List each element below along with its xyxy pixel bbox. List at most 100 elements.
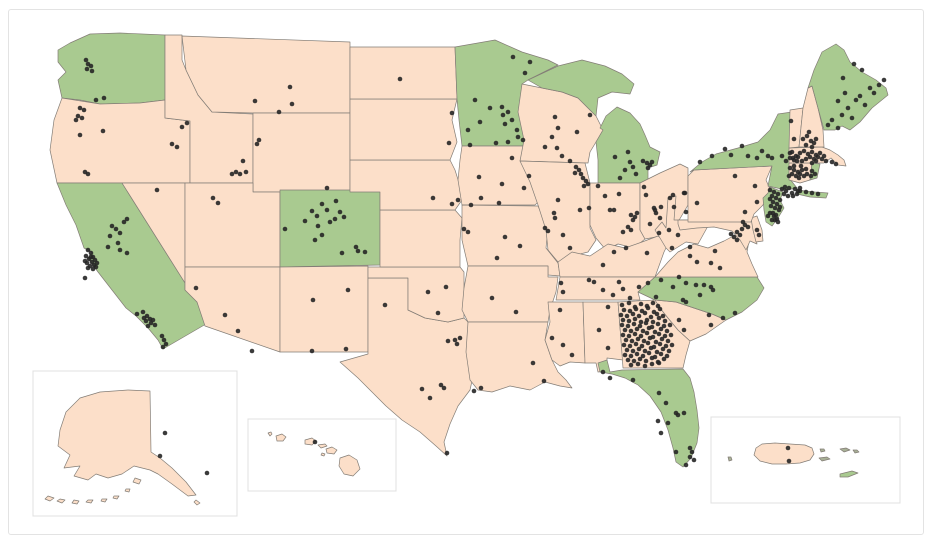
location-dot <box>557 307 563 313</box>
location-dot <box>754 227 760 233</box>
location-dot <box>709 153 715 159</box>
location-dot <box>632 316 638 322</box>
location-dot <box>560 232 566 238</box>
location-dot <box>616 191 622 197</box>
location-dot <box>468 202 474 208</box>
location-dot <box>627 295 633 301</box>
location-dot <box>302 218 308 224</box>
location-dot <box>632 331 638 337</box>
location-dot <box>174 144 180 150</box>
state-KS[interactable] <box>379 209 463 268</box>
state-PA[interactable] <box>687 165 773 223</box>
state-MS[interactable] <box>544 301 586 367</box>
location-dot <box>687 445 693 451</box>
location-dot <box>634 210 640 216</box>
location-dot <box>605 345 611 351</box>
location-dot <box>664 353 670 359</box>
location-dot <box>656 331 662 337</box>
location-dot <box>77 132 83 138</box>
state-WY[interactable] <box>252 112 351 193</box>
state-WA[interactable] <box>57 32 166 105</box>
state-TN[interactable] <box>555 276 656 301</box>
state-AK[interactable] <box>44 389 201 506</box>
location-dot <box>145 323 151 329</box>
location-dot <box>559 153 565 159</box>
location-dot <box>83 57 89 63</box>
location-dot <box>653 294 659 300</box>
location-dot <box>785 445 791 451</box>
location-dot <box>324 207 330 213</box>
location-dot <box>441 385 447 391</box>
state-ME[interactable] <box>807 43 889 131</box>
location-dot <box>656 230 662 236</box>
state-MI-UP[interactable] <box>527 59 635 117</box>
location-dot <box>731 234 737 240</box>
state-SD[interactable] <box>349 98 458 161</box>
location-dot <box>620 332 626 338</box>
location-dot <box>881 77 887 83</box>
location-dot <box>249 348 255 354</box>
state-ND[interactable] <box>349 46 458 100</box>
location-dot <box>662 333 668 339</box>
location-dot <box>728 152 734 158</box>
location-dot <box>345 287 351 293</box>
state-CO[interactable] <box>279 189 381 268</box>
location-dot <box>765 213 771 219</box>
location-dot <box>807 154 813 160</box>
state-PR-ISLETS[interactable] <box>727 447 860 462</box>
location-dot <box>812 171 818 177</box>
state-UT[interactable] <box>184 182 281 268</box>
state-MI[interactable] <box>595 106 661 184</box>
location-dot <box>184 120 190 126</box>
location-dot <box>777 197 783 203</box>
location-dot <box>619 322 625 328</box>
state-AZ[interactable] <box>184 266 281 353</box>
location-dot <box>675 232 681 238</box>
location-dot <box>845 105 851 111</box>
location-dot <box>693 282 699 288</box>
location-dot <box>229 171 235 177</box>
location-dot <box>631 321 637 327</box>
location-dot <box>289 101 295 107</box>
state-AR[interactable] <box>461 265 559 323</box>
state-OK[interactable] <box>367 266 465 323</box>
location-dot <box>141 315 147 321</box>
location-dot <box>675 412 681 418</box>
location-dot <box>754 155 760 161</box>
location-dot <box>552 215 558 221</box>
location-dot <box>527 59 533 65</box>
location-dot <box>88 254 94 260</box>
location-dot <box>620 286 626 292</box>
state-PR[interactable] <box>753 442 815 465</box>
location-dot <box>520 137 526 143</box>
state-MT[interactable] <box>181 35 351 114</box>
location-dot <box>81 107 87 113</box>
location-dot <box>829 117 835 123</box>
state-ID[interactable] <box>164 34 254 184</box>
location-dot <box>813 158 819 164</box>
location-dot <box>641 338 647 344</box>
state-VA[interactable] <box>654 232 759 278</box>
location-dot <box>634 326 640 332</box>
location-dot <box>314 213 320 219</box>
location-dot <box>659 336 665 342</box>
state-NM[interactable] <box>279 265 369 353</box>
location-dot <box>319 232 325 238</box>
state-STX[interactable] <box>839 470 859 478</box>
location-dot <box>555 125 561 131</box>
location-dot <box>817 150 823 156</box>
location-dot <box>204 470 210 476</box>
location-dot <box>742 209 748 215</box>
location-dot <box>560 342 566 348</box>
location-dot <box>500 112 506 118</box>
location-dot <box>587 112 593 118</box>
states-layer <box>44 32 889 506</box>
location-dot <box>777 204 783 210</box>
location-dot <box>660 346 666 352</box>
location-dot <box>572 170 578 176</box>
location-dot <box>630 164 636 170</box>
location-dot <box>734 237 740 243</box>
location-dot <box>656 390 662 396</box>
state-FL[interactable] <box>597 359 700 468</box>
location-dot <box>154 187 160 193</box>
